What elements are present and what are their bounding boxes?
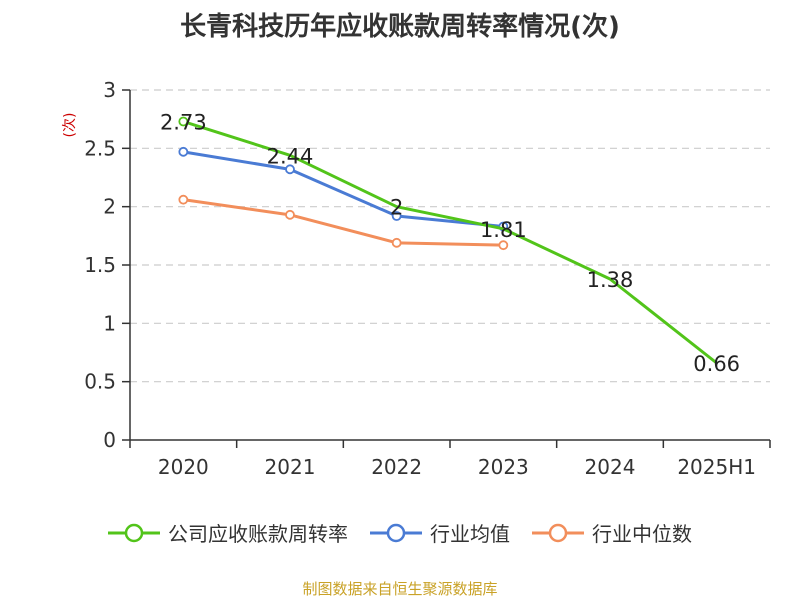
series-line-0 (182, 120, 718, 365)
x-tick-label: 2024 (585, 455, 636, 479)
series-lines (178, 116, 718, 365)
data-source-note: 制图数据来自恒生聚源数据库 (302, 580, 498, 598)
y-tick-label: 1.5 (84, 253, 116, 277)
y-tick-label: 2.5 (84, 136, 116, 160)
y-tick-label: 3 (103, 78, 116, 102)
data-label: 1.38 (587, 268, 634, 292)
legend-marker (548, 523, 568, 542)
data-label: 1.81 (480, 218, 527, 242)
legend-marker (124, 523, 144, 542)
legend-label-company: 公司应收账款周转率 (168, 522, 348, 546)
series-point-1 (178, 146, 189, 157)
series-point-2 (178, 194, 189, 205)
legend-marker (386, 523, 406, 542)
y-tick-label: 1 (103, 311, 116, 335)
data-label: 2.44 (267, 144, 314, 168)
legend: 公司应收账款周转率 行业均值 行业中位数 (0, 518, 800, 547)
legend-line-marker-icon (370, 523, 422, 542)
series-point-1 (391, 211, 402, 221)
x-tick-label: 2023 (478, 455, 529, 479)
legend-line-marker-icon (532, 523, 584, 542)
x-tick-label: 2021 (265, 455, 316, 479)
series-line-1 (183, 150, 504, 228)
legend-line-marker-icon (108, 523, 160, 542)
chart-title: 长青科技历年应收账款周转率情况(次) (180, 12, 620, 42)
series-point-0 (178, 116, 189, 127)
x-tick-label: 2025H1 (677, 455, 756, 479)
data-label: 0.66 (693, 352, 740, 376)
y-axis-unit-label: (次) (62, 113, 78, 138)
series-point-2 (285, 209, 295, 220)
legend-label-industry-median: 行业中位数 (592, 522, 692, 546)
data-labels: 2.73 2.44 2 1.81 1.38 0.66 (160, 111, 740, 377)
x-tick-label: 2020 (158, 455, 209, 479)
y-tick-label: 0.5 (84, 370, 116, 394)
data-label: 2 (390, 196, 403, 220)
legend-item-company[interactable]: 公司应收账款周转率 (108, 518, 348, 547)
axes: 0 0.5 1 1.5 2 2.5 3 2020 2021 2022 2023 2024 2025H1 (… (62, 78, 771, 479)
legend-label-industry-average: 行业均值 (430, 522, 510, 546)
y-tick-label: 0 (103, 428, 116, 452)
series-point-2 (391, 237, 402, 248)
data-label: 2.73 (160, 111, 207, 135)
series-point-2 (498, 240, 509, 251)
grid-lines (130, 89, 770, 383)
series-line-2 (183, 198, 504, 247)
y-tick-label: 2 (103, 195, 116, 219)
x-tick-label: 2022 (371, 455, 422, 479)
legend-item-industry-average[interactable]: 行业均值 (370, 518, 510, 547)
legend-item-industry-median[interactable]: 行业中位数 (532, 518, 692, 547)
series-point-1 (285, 164, 295, 175)
